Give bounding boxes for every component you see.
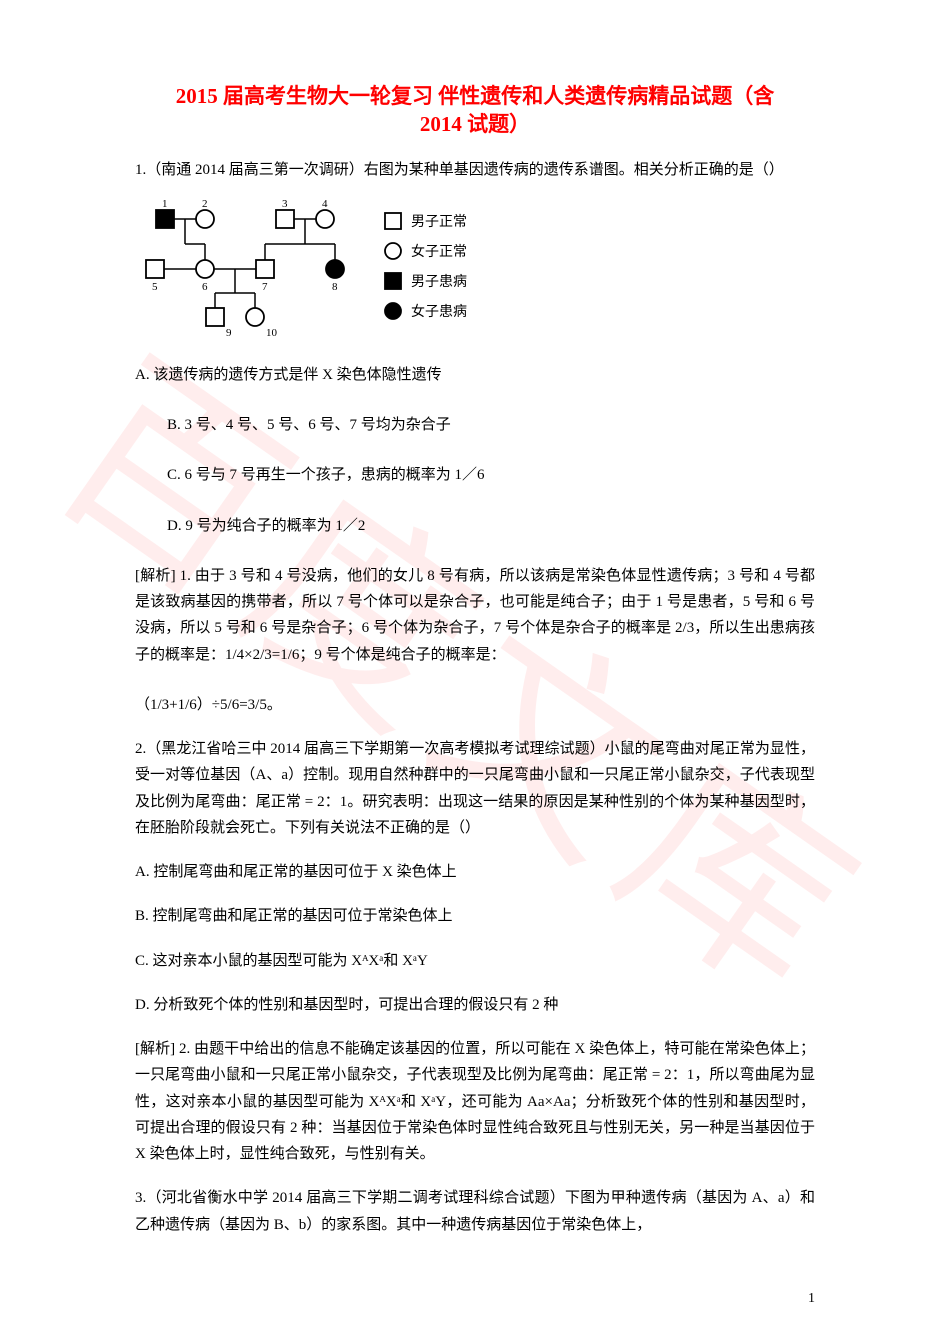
q1-option-b: B. 3 号、4 号、5 号、6 号、7 号均为杂合子 [135,412,815,438]
q2-option-d: D. 分析致死个体的性别和基因型时，可提出合理的假设只有 2 种 [135,992,815,1018]
svg-text:8: 8 [332,281,338,293]
svg-text:女子正常: 女子正常 [411,243,467,259]
pedigree-figure: 1 2 3 4 5 6 7 8 9 10 男子正常女子正常男子患病女子患病 [135,199,815,344]
svg-text:男子正常: 男子正常 [411,213,467,229]
q1-option-a: A. 该遗传病的遗传方式是伴 X 染色体隐性遗传 [135,362,815,388]
title-line-1: 2015 届高考生物大一轮复习 伴性遗传和人类遗传病精品试题（含 [135,82,815,110]
q1-analysis-2: （1/3+1/6）÷5/6=3/5。 [135,692,815,718]
pedigree-svg: 1 2 3 4 5 6 7 8 9 10 男子正常女子正常男子患病女子患病 [135,199,515,339]
document-body: 2015 届高考生物大一轮复习 伴性遗传和人类遗传病精品试题（含 2014 试题… [0,0,945,1238]
q1-analysis: [解析] 1. 由于 3 号和 4 号没病，他们的女儿 8 号有病，所以该病是常… [135,563,815,668]
q1-option-c: C. 6 号与 7 号再生一个孩子，患病的概率为 1／6 [135,462,815,488]
svg-text:男子患病: 男子患病 [411,273,467,289]
q2-option-c: C. 这对亲本小鼠的基因型可能为 XᴬXᵃ和 XᵃY [135,948,815,974]
svg-text:2: 2 [202,199,208,210]
page-title: 2015 届高考生物大一轮复习 伴性遗传和人类遗传病精品试题（含 2014 试题… [135,82,815,139]
q2-option-a: A. 控制尾弯曲和尾正常的基因可位于 X 染色体上 [135,859,815,885]
page-number: 1 [808,1291,815,1307]
svg-text:9: 9 [226,327,232,339]
q3-stem: 3.（河北省衡水中学 2014 届高三下学期二调考试理科综合试题）下图为甲种遗传… [135,1185,815,1238]
svg-text:女子患病: 女子患病 [411,303,467,319]
q2-stem: 2.（黑龙江省哈三中 2014 届高三下学期第一次高考模拟考试理综试题）小鼠的尾… [135,736,815,841]
svg-text:4: 4 [322,199,328,210]
svg-text:5: 5 [152,281,158,293]
q2-analysis: [解析] 2. 由题干中给出的信息不能确定该基因的位置，所以可能在 X 染色体上… [135,1036,815,1167]
svg-text:6: 6 [202,281,208,293]
title-line-2: 2014 试题） [135,110,815,138]
q1-option-d: D. 9 号为纯合子的概率为 1／2 [135,513,815,539]
svg-text:3: 3 [282,199,288,210]
svg-text:1: 1 [162,199,168,210]
q2-option-b: B. 控制尾弯曲和尾正常的基因可位于常染色体上 [135,903,815,929]
svg-text:7: 7 [262,281,268,293]
q1-stem: 1.（南通 2014 届高三第一次调研）右图为某种单基因遗传病的遗传系谱图。相关… [135,157,815,183]
svg-text:10: 10 [266,327,278,339]
